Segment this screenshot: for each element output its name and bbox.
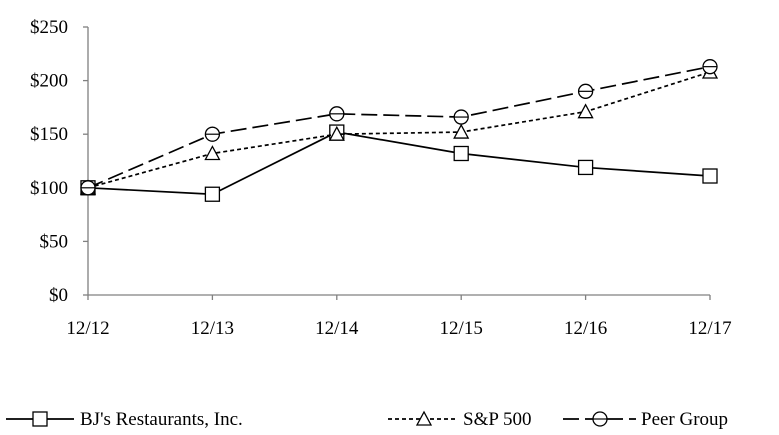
x-tick-label: 12/16 — [564, 318, 607, 339]
x-tick-label: 12/15 — [440, 318, 483, 339]
series-line — [87, 131, 711, 196]
legend: BJ's Restaurants, Inc. S&P 500 Peer Group — [6, 409, 728, 430]
legend-item: BJ's Restaurants, Inc. — [6, 409, 243, 430]
series-circle — [80, 59, 718, 196]
legend-item: S&P 500 — [388, 409, 531, 430]
data-point-square — [702, 168, 718, 184]
y-tick-label: $0 — [49, 285, 68, 306]
series-line — [87, 71, 711, 189]
legend-label: Peer Group — [641, 409, 728, 430]
data-point-triangle — [453, 123, 470, 139]
x-axis-ticks: 12/12 12/13 12/14 12/15 12/16 12/17 — [66, 295, 732, 339]
y-tick-label: $200 — [30, 71, 68, 92]
series-line — [87, 65, 711, 189]
y-tick-label: $50 — [40, 231, 69, 252]
series-triangle — [79, 63, 719, 195]
y-tick-label: $250 — [30, 17, 68, 38]
series-layer — [79, 59, 719, 202]
data-point-triangle — [577, 103, 594, 119]
legend-label: S&P 500 — [463, 409, 531, 430]
x-tick-label: 12/13 — [191, 318, 234, 339]
data-point-square — [577, 159, 594, 176]
axes — [87, 27, 710, 296]
y-tick-label: $100 — [30, 178, 68, 199]
data-point-triangle — [204, 145, 221, 161]
legend-item: Peer Group — [563, 409, 728, 430]
data-point-square — [204, 186, 221, 202]
legend-label: BJ's Restaurants, Inc. — [80, 409, 243, 430]
y-axis-ticks: $0 $50 $100 $150 $200 $250 — [30, 17, 88, 306]
x-tick-label: 12/14 — [315, 318, 359, 339]
data-point-square — [453, 145, 469, 162]
legend-marker-square — [32, 411, 48, 427]
data-point-triangle — [328, 125, 345, 141]
y-tick-label: $150 — [30, 124, 68, 145]
legend-marker-triangle — [415, 410, 433, 426]
x-tick-label: 12/12 — [66, 318, 109, 339]
x-tick-label: 12/17 — [688, 318, 731, 339]
